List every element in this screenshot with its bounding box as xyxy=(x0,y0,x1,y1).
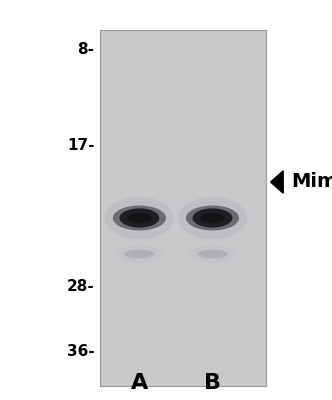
Ellipse shape xyxy=(120,208,159,228)
Bar xyxy=(100,30,266,386)
Ellipse shape xyxy=(113,206,166,230)
Text: Mimitin: Mimitin xyxy=(291,172,332,192)
Text: 8-: 8- xyxy=(78,42,95,57)
Ellipse shape xyxy=(186,206,239,230)
Text: 17-: 17- xyxy=(67,138,95,154)
Ellipse shape xyxy=(124,250,154,258)
Ellipse shape xyxy=(178,197,247,239)
Text: 28-: 28- xyxy=(67,279,95,294)
Ellipse shape xyxy=(189,245,236,263)
Ellipse shape xyxy=(116,245,163,263)
Text: 36-: 36- xyxy=(67,344,95,359)
Ellipse shape xyxy=(201,213,224,223)
Ellipse shape xyxy=(127,213,151,223)
Ellipse shape xyxy=(193,208,232,228)
Text: A: A xyxy=(131,373,148,393)
Polygon shape xyxy=(271,171,283,193)
Ellipse shape xyxy=(105,197,174,239)
Text: B: B xyxy=(204,373,221,393)
Ellipse shape xyxy=(198,250,227,258)
